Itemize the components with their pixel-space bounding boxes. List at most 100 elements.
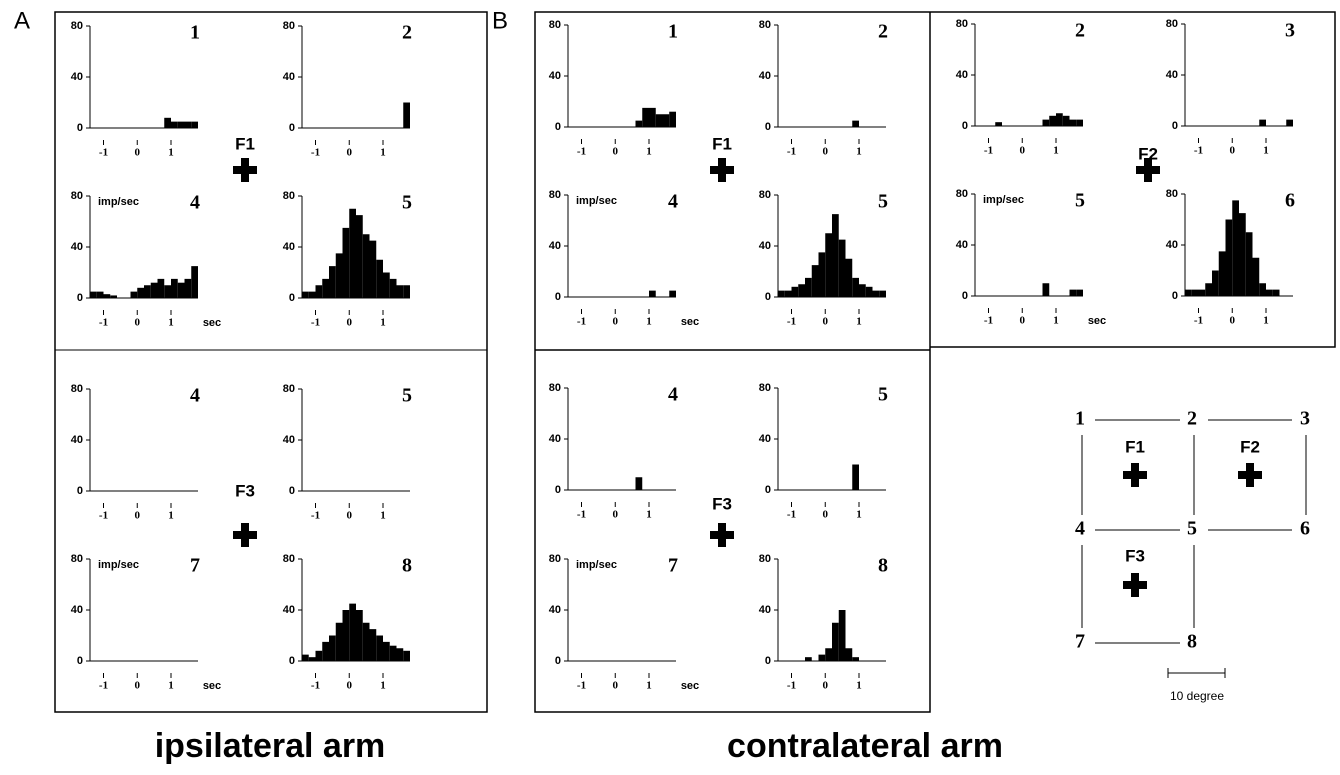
x-tick-label: 0 <box>823 509 829 521</box>
bar <box>403 102 410 128</box>
bar <box>1212 270 1219 296</box>
y-axis-label: imp/sec <box>98 559 139 571</box>
x-tick-label: 0 <box>347 317 353 329</box>
y-tick-label: 0 <box>1172 120 1178 132</box>
x-tick-label: 1 <box>856 146 862 158</box>
y-tick-label: 0 <box>289 292 295 304</box>
chart-title: 5 <box>878 191 888 213</box>
x-axis-label: sec <box>203 680 221 692</box>
chart-title: 6 <box>1285 190 1295 212</box>
grid-node: 8 <box>1187 631 1197 653</box>
bar <box>642 107 649 127</box>
y-axis-label: imp/sec <box>576 559 617 571</box>
panel-a-frame <box>54 11 488 713</box>
y-tick-label: 0 <box>765 121 771 133</box>
bar <box>356 610 363 661</box>
bar <box>825 648 832 661</box>
fixation-label: F1 <box>712 134 732 153</box>
grid-node: 3 <box>1300 408 1310 430</box>
chart-title: 8 <box>878 555 888 577</box>
bar <box>1042 119 1050 126</box>
y-tick-label: 40 <box>956 239 968 251</box>
bar <box>1259 283 1266 296</box>
scale-label: 10 degree <box>1170 689 1224 703</box>
bar <box>403 285 410 298</box>
y-tick-label: 40 <box>549 70 561 82</box>
y-tick-label: 80 <box>1166 188 1178 200</box>
x-tick-label: -1 <box>99 510 108 522</box>
x-tick-label: 1 <box>1263 145 1269 157</box>
bar <box>832 622 839 661</box>
bar <box>1069 119 1077 126</box>
y-tick-label: 40 <box>71 434 83 446</box>
caption: contralateral arm <box>727 727 1003 765</box>
fixation-cross <box>233 523 257 547</box>
bar <box>649 107 656 127</box>
y-tick-label: 0 <box>962 120 968 132</box>
bar <box>389 645 397 661</box>
x-tick-label: 1 <box>168 680 174 692</box>
x-tick-label: 1 <box>168 510 174 522</box>
bar <box>403 650 410 661</box>
bar <box>315 650 323 661</box>
bar <box>110 295 117 298</box>
bar <box>396 285 404 298</box>
x-tick-label: 0 <box>347 147 353 159</box>
grid-node: 6 <box>1300 518 1310 540</box>
y-tick-label: 80 <box>956 188 968 200</box>
chart-title: 1 <box>668 21 678 43</box>
y-tick-label: 40 <box>283 241 295 253</box>
bar <box>865 286 873 297</box>
bar <box>177 121 185 128</box>
y-tick-label: 40 <box>71 241 83 253</box>
chart-title: 5 <box>1075 190 1085 212</box>
y-tick-label: 80 <box>283 20 295 32</box>
bar <box>322 278 329 298</box>
chart-title: 1 <box>190 22 200 44</box>
y-tick-label: 40 <box>956 69 968 81</box>
x-tick-label: 1 <box>380 147 386 159</box>
bar <box>784 290 792 297</box>
x-tick-label: 0 <box>823 146 829 158</box>
bar <box>791 286 799 297</box>
bar <box>369 629 377 661</box>
fixation-cross <box>1123 463 1147 487</box>
x-tick-label: 0 <box>347 510 353 522</box>
bar <box>1225 219 1233 296</box>
x-tick-label: -1 <box>787 146 796 158</box>
y-tick-label: 40 <box>1166 239 1178 251</box>
bar <box>322 641 329 661</box>
fixation-label: F1 <box>1125 437 1145 456</box>
x-tick-label: 0 <box>823 316 829 328</box>
bar <box>383 272 390 298</box>
x-axis-label: sec <box>1088 315 1106 327</box>
fixation-label: F3 <box>235 481 255 500</box>
x-tick-label: -1 <box>577 146 586 158</box>
panel-label: A <box>14 7 30 34</box>
bar <box>1252 257 1260 296</box>
x-tick-label: -1 <box>311 317 320 329</box>
y-tick-label: 0 <box>555 291 561 303</box>
bar <box>171 121 178 128</box>
x-tick-label: 0 <box>1230 145 1236 157</box>
x-tick-label: -1 <box>1194 315 1203 327</box>
x-tick-label: -1 <box>311 680 320 692</box>
fixation-label: F2 <box>1240 437 1260 456</box>
bar <box>1076 289 1083 296</box>
bar <box>184 121 192 128</box>
y-tick-label: 40 <box>549 604 561 616</box>
bar <box>635 120 643 127</box>
y-tick-label: 40 <box>283 434 295 446</box>
chart-title: 7 <box>190 555 200 577</box>
y-tick-label: 0 <box>77 292 83 304</box>
y-tick-label: 80 <box>759 19 771 31</box>
bar <box>1191 289 1199 296</box>
x-tick-label: 1 <box>168 147 174 159</box>
bar <box>1266 289 1273 296</box>
bar <box>164 285 171 298</box>
bar <box>96 291 104 298</box>
bar <box>1239 213 1246 296</box>
x-tick-label: 1 <box>646 146 652 158</box>
bar <box>669 111 676 127</box>
y-tick-label: 80 <box>759 382 771 394</box>
